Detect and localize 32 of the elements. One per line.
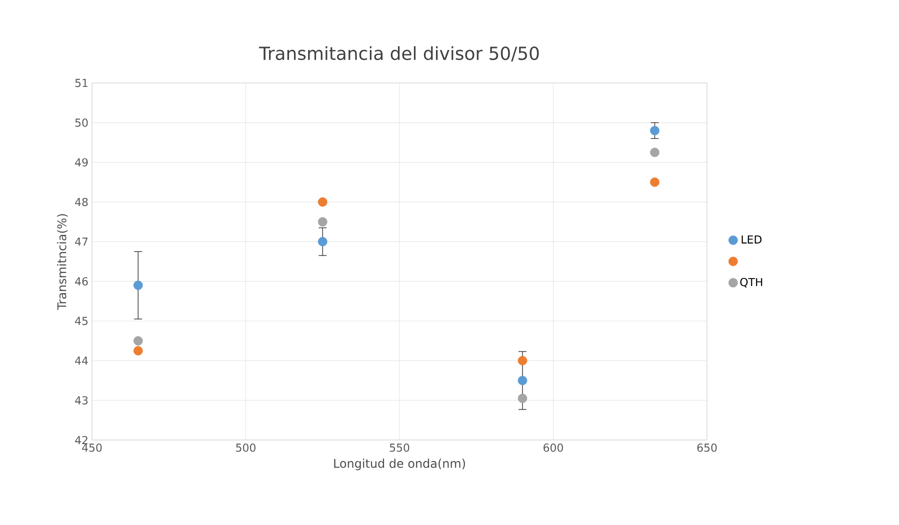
y-tick-label: 45 <box>75 316 88 326</box>
point <box>133 346 143 356</box>
point <box>518 394 528 404</box>
point <box>650 148 660 158</box>
y-tick-label: 50 <box>75 118 88 127</box>
point <box>650 177 660 187</box>
x-tick-label: 600 <box>544 444 563 452</box>
legend-label: LED <box>742 235 762 244</box>
point <box>318 197 328 207</box>
point <box>133 280 143 290</box>
y-tick-label: 46 <box>75 277 88 286</box>
y-tick-label: 42 <box>75 436 88 444</box>
y-tick-label: 49 <box>75 158 88 166</box>
x-axis-title: Longitud de onda(nm) <box>334 458 465 470</box>
chart-title: Transmitancia del divisor 50/50 <box>259 46 539 62</box>
point <box>518 356 528 366</box>
x-tick-label: 500 <box>236 444 256 452</box>
y-tick-label: 43 <box>75 396 88 404</box>
x-tick-label: 650 <box>697 444 717 452</box>
x-tick-label: 450 <box>82 444 102 452</box>
point <box>518 376 528 386</box>
x-tick-label: 550 <box>390 444 410 452</box>
y-tick-label: 44 <box>75 356 88 365</box>
y-axis-title: Transmitncia(%) <box>57 214 68 310</box>
point <box>650 126 660 136</box>
y-tick-label: 48 <box>75 198 88 206</box>
y-tick-label: 47 <box>75 238 88 246</box>
point <box>133 336 143 346</box>
point <box>318 217 328 227</box>
y-tick-label: 51 <box>75 78 88 88</box>
point <box>318 236 328 246</box>
legend-label: QTH <box>740 278 762 288</box>
